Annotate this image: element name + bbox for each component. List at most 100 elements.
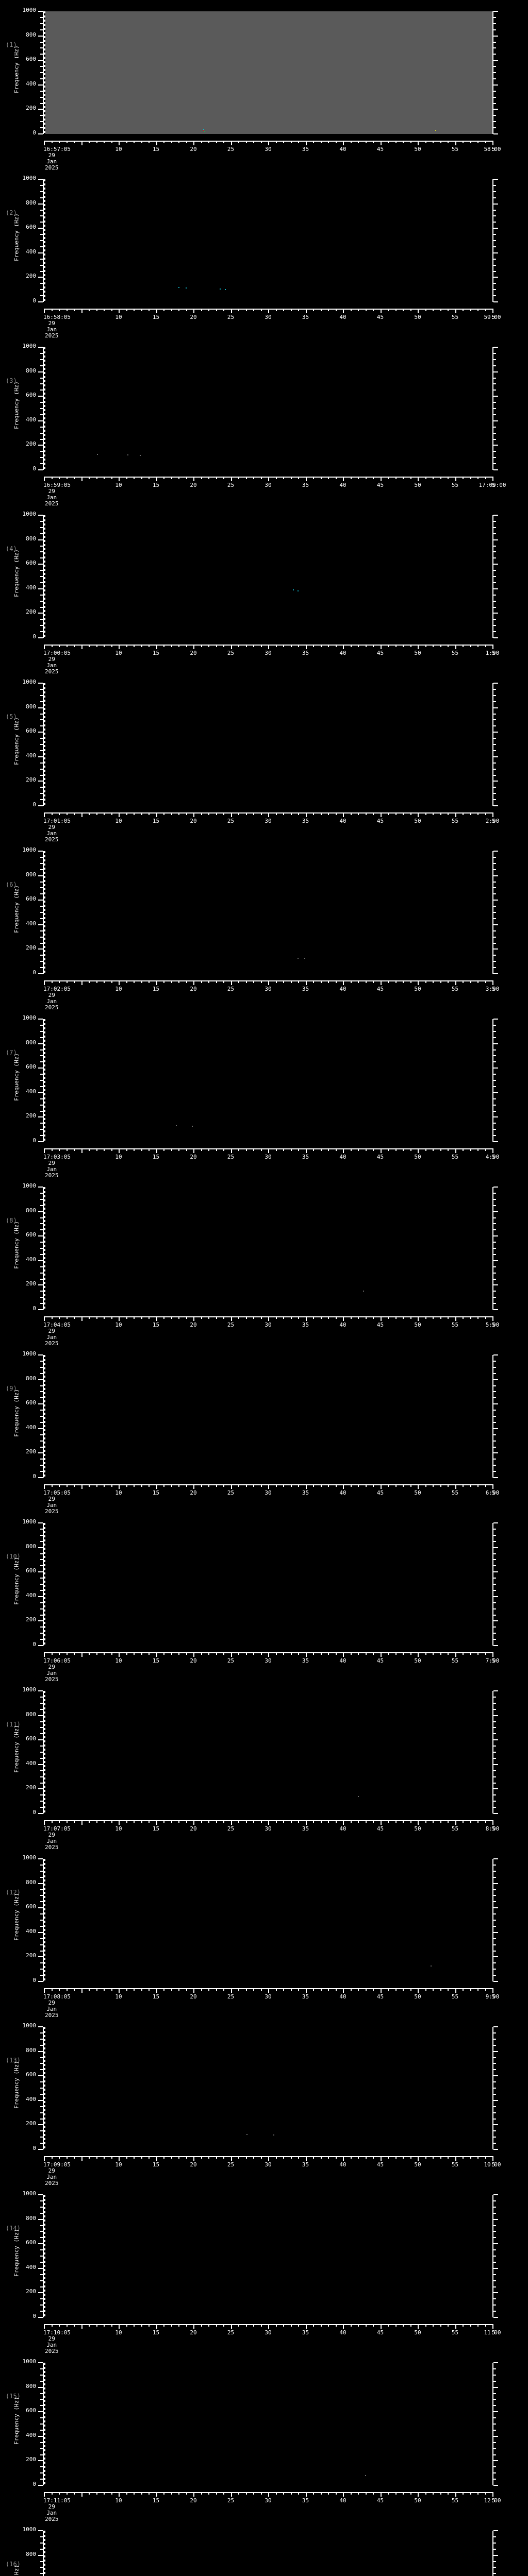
y-tick-mark: [493, 1391, 496, 1393]
y-tick-mark: [493, 539, 498, 540]
x-tick-mark: [51, 2492, 53, 2495]
x-tick-mark: [418, 1988, 419, 1993]
y-tick-mark: [493, 787, 496, 788]
x-tick-mark: [178, 1652, 179, 1655]
plot-area[interactable]: [44, 1355, 492, 1478]
x-tick-mark: [477, 309, 478, 311]
y-tick-mark: [493, 451, 496, 452]
y-tick-mark: [493, 270, 496, 272]
y-tick-mark: [40, 2261, 43, 2263]
plot-panel: (2) Frequency (Hz) 0 200 400 600 800 1000 16:58:…: [0, 168, 528, 339]
x-tick-label-end: 5: [491, 1657, 496, 1664]
y-axis-left-spine: [43, 2195, 44, 2317]
x-tick-mark: [260, 980, 262, 983]
x-tick-mark: [208, 1148, 209, 1151]
y-tick-mark: [493, 1559, 496, 1561]
x-tick-mark: [66, 1148, 68, 1151]
y-tick-mark: [40, 240, 43, 241]
x-tick-mark: [96, 1652, 97, 1655]
x-tick-mark: [208, 812, 209, 815]
x-tick-mark: [245, 141, 247, 143]
x-tick-mark: [290, 980, 292, 983]
plot-area[interactable]: [44, 347, 492, 470]
y-tick-mark: [493, 2063, 496, 2064]
y-tick-mark: [38, 851, 43, 852]
plot-area[interactable]: [44, 179, 492, 302]
x-tick-label-rollover: 9:00: [485, 1993, 500, 2000]
date-line: Jan: [46, 1502, 57, 1509]
plot-area[interactable]: [44, 1691, 492, 1814]
plot-area[interactable]: [44, 2195, 492, 2317]
y-tick-mark: [493, 438, 496, 440]
x-tick-mark: [298, 1316, 299, 1319]
x-tick-mark: [186, 141, 187, 143]
x-tick-mark: [343, 1652, 344, 1657]
plot-area[interactable]: [44, 1187, 492, 1310]
x-tick-mark: [470, 812, 471, 815]
x-tick-mark: [485, 1988, 486, 1991]
x-axis: [44, 1988, 493, 1993]
x-tick-mark: [44, 2324, 45, 2329]
y-tick-mark: [493, 1739, 498, 1741]
plot-area[interactable]: [44, 2531, 492, 2576]
panel-index-label: (6): [6, 881, 17, 888]
y-tick-mark: [40, 2417, 43, 2419]
x-tick-mark: [141, 1652, 142, 1655]
plot-area[interactable]: [44, 1523, 492, 1646]
y-tick-mark: [493, 2218, 498, 2220]
x-axis-date-stack: 29 Jan 2025: [45, 1664, 59, 1683]
y-tick-mark: [38, 2292, 43, 2294]
x-axis-date-stack: 29 Jan 2025: [45, 1328, 59, 1347]
plot-area[interactable]: [44, 683, 492, 806]
y-tick-mark: [493, 371, 498, 372]
x-tick-mark: [492, 477, 493, 481]
x-tick-label: 35: [302, 1825, 309, 1832]
y-tick-mark: [493, 1589, 496, 1591]
plot-area[interactable]: [44, 1019, 492, 1142]
y-tick-label: 800: [26, 535, 36, 542]
x-tick-mark: [119, 477, 120, 481]
x-tick-mark: [477, 645, 478, 647]
x-tick-label: 40: [339, 1489, 346, 1496]
x-tick-mark: [343, 645, 344, 649]
y-tick-mark: [493, 426, 496, 428]
y-tick-mark: [40, 625, 43, 626]
plot-area[interactable]: [44, 2363, 492, 2485]
x-tick-mark: [328, 477, 329, 479]
y-tick-mark: [493, 606, 496, 608]
plot-left-edge-marker: [44, 2363, 45, 2485]
y-tick-mark: [40, 96, 43, 98]
date-line: 29: [48, 1999, 55, 2006]
plot-area[interactable]: [44, 2027, 492, 2149]
x-tick-mark: [313, 1484, 314, 1487]
panel-index-label: (16): [6, 2561, 21, 2568]
y-tick-mark: [493, 209, 496, 211]
y-tick-mark: [40, 1104, 43, 1106]
x-tick-mark: [216, 1148, 217, 1151]
y-tick-mark: [493, 2099, 498, 2101]
x-tick-mark: [418, 309, 419, 313]
x-tick-label-end: 5: [491, 146, 496, 152]
x-tick-mark: [328, 1148, 329, 1151]
plot-area[interactable]: [44, 1859, 492, 1981]
x-tick-mark: [44, 477, 45, 481]
y-tick-label: 400: [26, 1088, 36, 1095]
y-tick-mark: [40, 2536, 43, 2537]
plot-area[interactable]: [44, 11, 492, 134]
plot-area[interactable]: [44, 851, 492, 974]
y-tick-label: 600: [26, 1231, 36, 1239]
x-tick-mark: [89, 1484, 90, 1487]
y-tick-mark: [493, 2393, 496, 2394]
x-tick-mark: [350, 141, 352, 143]
x-tick-mark: [365, 645, 367, 647]
x-tick-mark: [470, 2492, 471, 2495]
y-tick-mark: [38, 1764, 43, 1765]
x-tick-label: 20: [190, 314, 197, 320]
x-tick-mark: [96, 1988, 97, 1991]
plot-area[interactable]: [44, 515, 492, 638]
x-tick-mark: [425, 309, 426, 311]
y-tick-mark: [493, 2561, 496, 2562]
